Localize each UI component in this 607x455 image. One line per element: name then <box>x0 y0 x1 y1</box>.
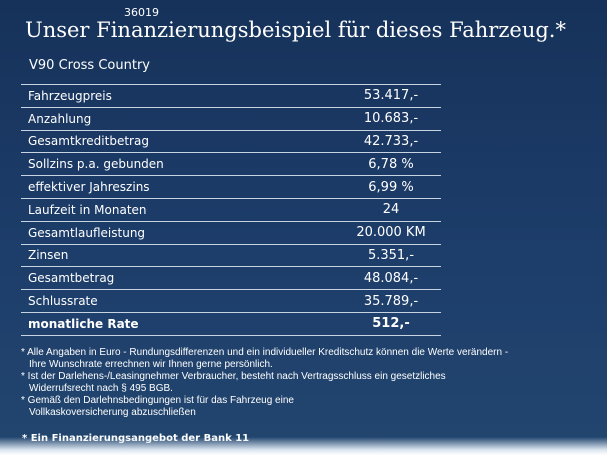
row-value: 35.789,- <box>363 293 419 309</box>
table-row: Zinsen 5.351,- <box>21 245 441 268</box>
table-row: Gesamtlaufleistung 20.000 KM <box>21 222 441 245</box>
row-label: Gesamtkreditbetrag <box>28 134 149 149</box>
footnote-line: * Gemäß den Darlehnsbedingungen ist für … <box>21 395 294 406</box>
row-value: 48.084,- <box>363 270 419 286</box>
footnote-line: Ihre Wunschrate errechnen wir Ihnen gern… <box>29 359 273 370</box>
financing-table: Fahrzeugpreis 53.417,- Anzahlung 10.683,… <box>21 84 441 336</box>
footnotes: * Alle Angaben in Euro - Rundungsdiffere… <box>21 347 581 419</box>
row-label: Laufzeit in Monaten <box>28 202 147 217</box>
footnote-line: Widerrufsrecht nach § 495 BGB. <box>29 383 173 394</box>
table-row: Schlussrate 35.789,- <box>21 290 441 313</box>
table-row: effektiver Jahreszins 6,99 % <box>21 176 441 199</box>
row-value: 53.417,- <box>363 88 419 104</box>
monthly-rate-row: monatliche Rate 512,- <box>21 313 441 336</box>
row-label: monatliche Rate <box>28 316 139 331</box>
row-label: Schlussrate <box>28 294 98 309</box>
row-label: Anzahlung <box>28 111 92 126</box>
row-value: 10.683,- <box>363 111 419 127</box>
table-row: Anzahlung 10.683,- <box>21 108 441 131</box>
vehicle-code: 36019 <box>124 6 159 19</box>
row-value: 42.733,- <box>363 133 419 149</box>
row-label: Zinsen <box>28 248 69 263</box>
footnote-line: * Alle Angaben in Euro - Rundungsdiffere… <box>21 347 509 358</box>
footnote: * Gemäß den Darlehnsbedingungen ist für … <box>21 395 581 419</box>
table-row: Fahrzeugpreis 53.417,- <box>21 85 441 108</box>
row-label: Gesamtlaufleistung <box>28 225 146 240</box>
model-name: V90 Cross Country <box>29 58 150 73</box>
row-value: 512,- <box>372 316 410 332</box>
row-value: 24 <box>382 202 400 218</box>
bank-note: * Ein Finanzierungsangebot der Bank 11 <box>22 433 250 444</box>
row-label: Fahrzeugpreis <box>28 88 112 103</box>
row-value: 20.000 KM <box>356 225 426 241</box>
row-value: 5.351,- <box>367 247 415 263</box>
row-value: 6,78 % <box>368 156 414 172</box>
row-value: 6,99 % <box>368 179 414 195</box>
table-row: Gesamtbetrag 48.084,- <box>21 267 441 291</box>
footnote: * Ist der Darlehens-/Leasingnehmer Verbr… <box>21 371 581 395</box>
row-label: effektiver Jahreszins <box>28 180 150 195</box>
row-label: Sollzins p.a. gebunden <box>28 157 164 172</box>
table-row: Gesamtkreditbetrag 42.733,- <box>21 131 441 154</box>
table-row: Sollzins p.a. gebunden 6,78 % <box>21 153 441 177</box>
footnote-line: * Ist der Darlehens-/Leasingnehmer Verbr… <box>21 371 446 382</box>
row-label: Gesamtbetrag <box>28 271 115 286</box>
page-title: Unser Finanzierungsbeispiel für dieses F… <box>25 18 566 42</box>
table-row: Laufzeit in Monaten 24 <box>21 199 441 222</box>
footnote: * Alle Angaben in Euro - Rundungsdiffere… <box>21 347 581 371</box>
footnote-line: Vollkaskoversicherung abzuschließen <box>29 407 196 418</box>
